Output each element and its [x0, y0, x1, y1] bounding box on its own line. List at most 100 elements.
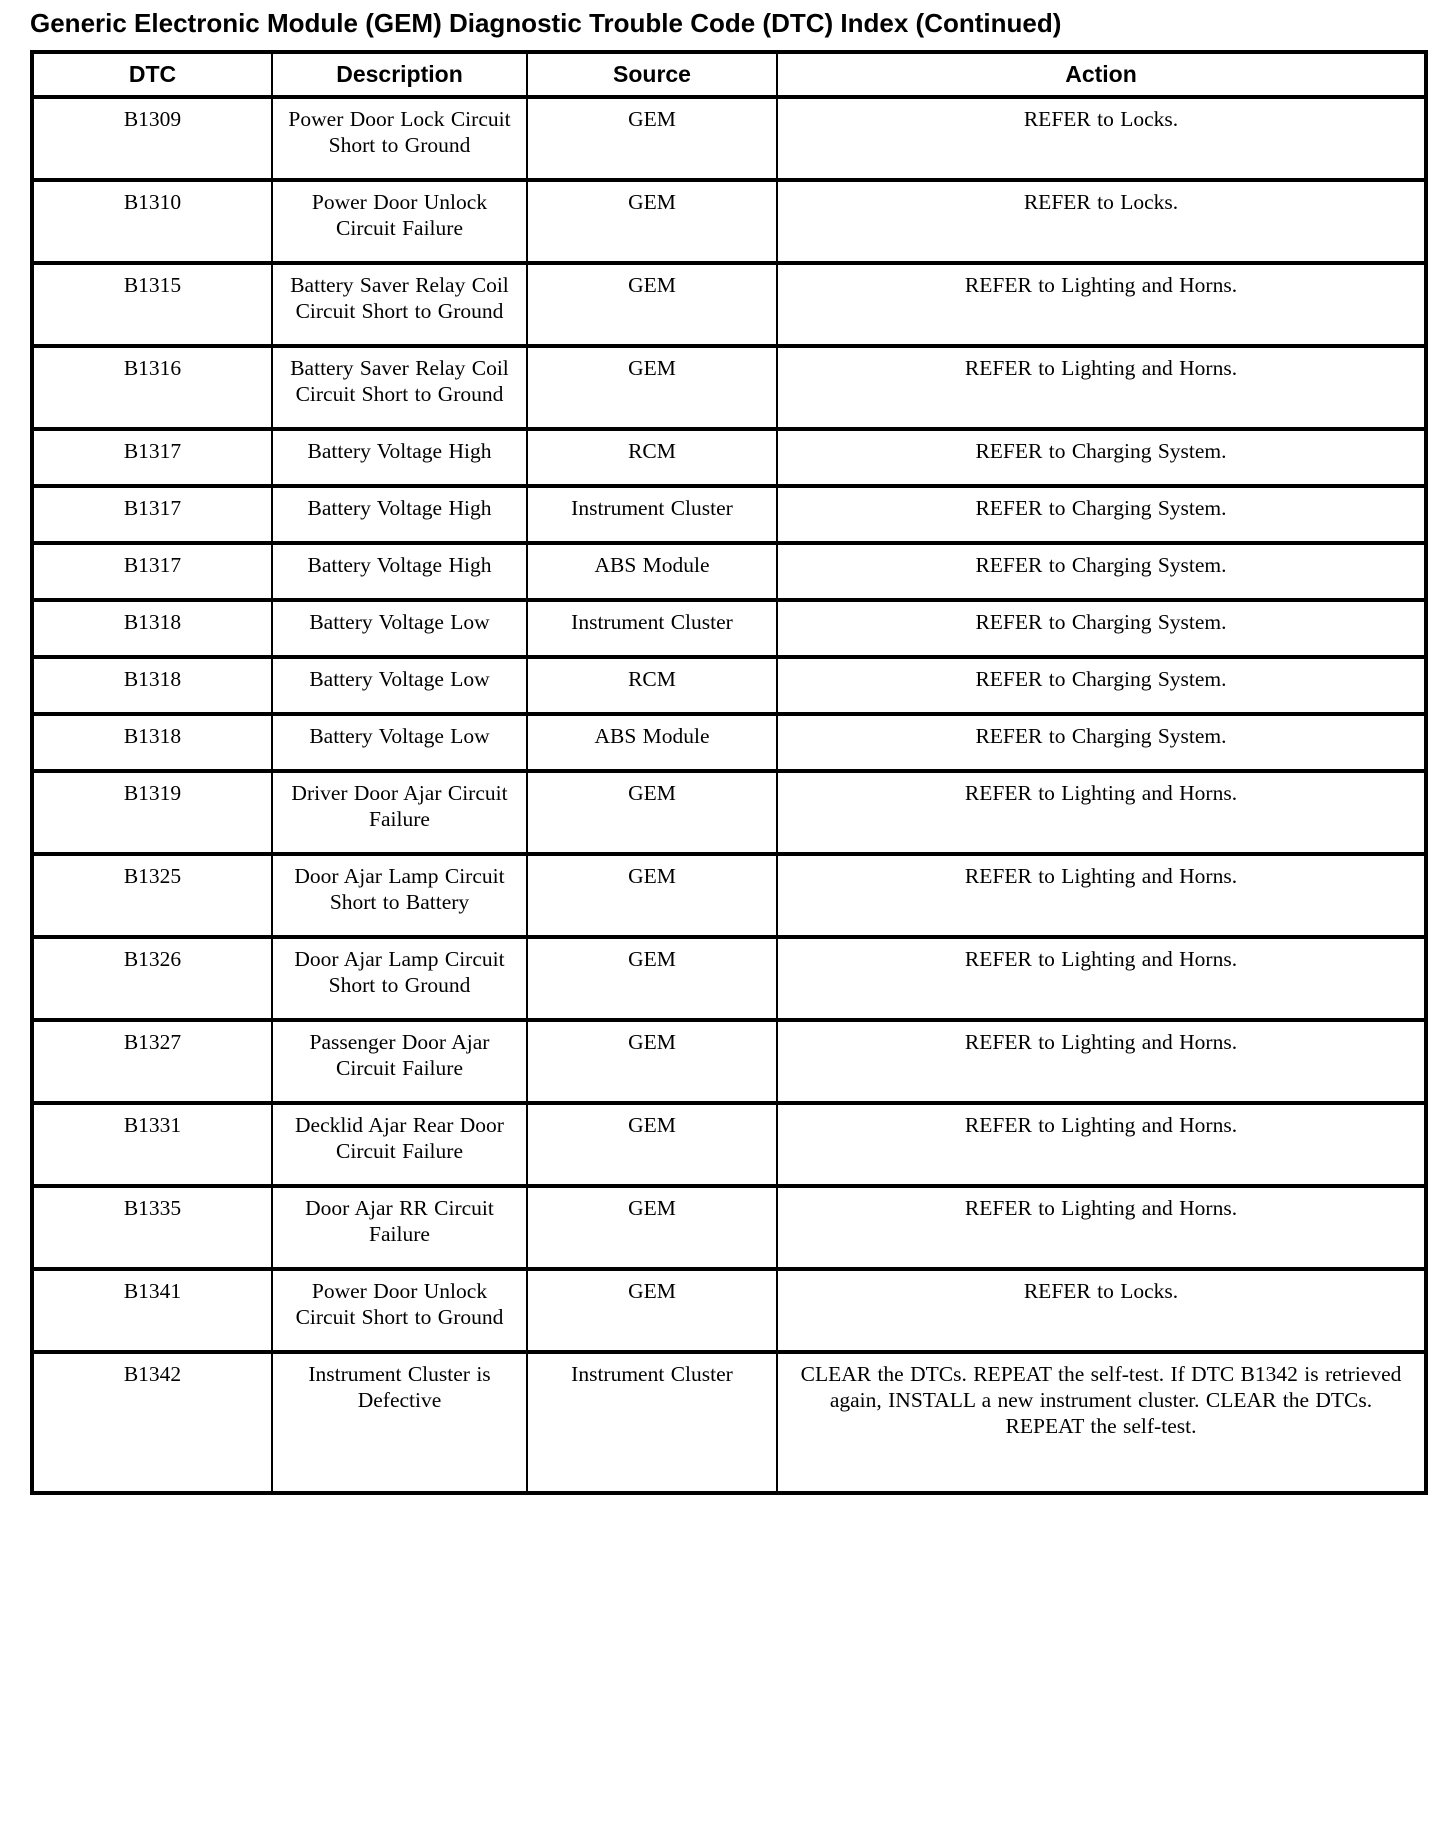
table-row: B1325 Door Ajar Lamp Circuit Short to Bat…	[31, 852, 1427, 939]
description-cell: Instrument Cluster is Defective	[271, 1350, 528, 1495]
table-row: B1315 Battery Saver Relay Coil Circuit Sh…	[31, 261, 1427, 348]
dtc-cell: B1327	[31, 1018, 273, 1105]
table-row: B1342 Instrument Cluster is Defective Inst…	[31, 1350, 1427, 1495]
description-cell: Battery Saver Relay Coil Circuit Short t…	[271, 261, 528, 348]
table-row: B1317 Battery Voltage High Instrument Clus…	[31, 484, 1427, 545]
source-cell: GEM	[526, 1101, 778, 1188]
dtc-cell: B1325	[31, 852, 273, 939]
table-row: B1310 Power Door Unlock Circuit Failure GE…	[31, 178, 1427, 265]
dtc-cell: B1318	[31, 655, 273, 716]
source-cell: Instrument Cluster	[526, 484, 778, 545]
dtc-cell: B1316	[31, 344, 273, 431]
description-cell: Decklid Ajar Rear Door Circuit Failure	[271, 1101, 528, 1188]
column-header-dtc: DTC	[31, 52, 273, 99]
action-cell: CLEAR the DTCs. REPEAT the self-test. If…	[776, 1350, 1427, 1495]
source-cell: RCM	[526, 655, 778, 716]
source-cell: GEM	[526, 178, 778, 265]
source-cell: ABS Module	[526, 541, 778, 602]
source-cell: Instrument Cluster	[526, 1350, 778, 1495]
source-cell: RCM	[526, 427, 778, 488]
table-row: B1316 Battery Saver Relay Coil Circuit Sh…	[31, 344, 1427, 431]
action-cell: REFER to Lighting and Horns.	[776, 1184, 1427, 1271]
table-row: B1327 Passenger Door Ajar Circuit Failure…	[31, 1018, 1427, 1105]
table-row: B1317 Battery Voltage High ABS Module REFER…	[31, 541, 1427, 602]
dtc-cell: B1342	[31, 1350, 273, 1495]
action-cell: REFER to Charging System.	[776, 655, 1427, 716]
description-cell: Battery Voltage High	[271, 541, 528, 602]
dtc-cell: B1310	[31, 178, 273, 265]
table-row: B1318 Battery Voltage Low Instrument Clust…	[31, 598, 1427, 659]
dtc-cell: B1318	[31, 598, 273, 659]
description-cell: Battery Voltage High	[271, 427, 528, 488]
table-row: B1335 Door Ajar RR Circuit Failure GEM REFE…	[31, 1184, 1427, 1271]
dtc-cell: B1341	[31, 1267, 273, 1354]
dtc-cell: B1317	[31, 427, 273, 488]
source-cell: GEM	[526, 1267, 778, 1354]
table-row: B1326 Door Ajar Lamp Circuit Short to Gro…	[31, 935, 1427, 1022]
description-cell: Battery Voltage High	[271, 484, 528, 545]
description-cell: Battery Voltage Low	[271, 655, 528, 716]
description-cell: Battery Saver Relay Coil Circuit Short t…	[271, 344, 528, 431]
source-cell: GEM	[526, 769, 778, 856]
action-cell: REFER to Charging System.	[776, 598, 1427, 659]
table-row: B1318 Battery Voltage Low ABS Module REFER …	[31, 712, 1427, 773]
column-header-description: Description	[271, 52, 528, 99]
description-cell: Driver Door Ajar Circuit Failure	[271, 769, 528, 856]
source-cell: Instrument Cluster	[526, 598, 778, 659]
description-cell: Power Door Unlock Circuit Failure	[271, 178, 528, 265]
table-header: DTC Description Source Action	[31, 52, 1427, 99]
table-row: B1318 Battery Voltage Low RCM REFER to Char…	[31, 655, 1427, 716]
dtc-cell: B1318	[31, 712, 273, 773]
source-cell: GEM	[526, 95, 778, 182]
source-cell: GEM	[526, 935, 778, 1022]
dtc-cell: B1315	[31, 261, 273, 348]
page-title: Generic Electronic Module (GEM) Diagnost…	[30, 8, 1062, 38]
source-cell: GEM	[526, 344, 778, 431]
description-cell: Battery Voltage Low	[271, 598, 528, 659]
source-cell: GEM	[526, 261, 778, 348]
table-row: B1341 Power Door Unlock Circuit Short to …	[31, 1267, 1427, 1354]
dtc-cell: B1317	[31, 484, 273, 545]
action-cell: REFER to Lighting and Horns.	[776, 1018, 1427, 1105]
description-cell: Power Door Lock Circuit Short to Ground	[271, 95, 528, 182]
action-cell: REFER to Charging System.	[776, 712, 1427, 773]
description-cell: Battery Voltage Low	[271, 712, 528, 773]
table-row: B1319 Driver Door Ajar Circuit Failure GEM…	[31, 769, 1427, 856]
source-cell: GEM	[526, 852, 778, 939]
action-cell: REFER to Locks.	[776, 95, 1427, 182]
action-cell: REFER to Lighting and Horns.	[776, 1101, 1427, 1188]
action-cell: REFER to Charging System.	[776, 541, 1427, 602]
action-cell: REFER to Lighting and Horns.	[776, 935, 1427, 1022]
action-cell: REFER to Lighting and Horns.	[776, 344, 1427, 431]
header-row: DTC Description Source Action	[31, 52, 1427, 99]
dtc-cell: B1319	[31, 769, 273, 856]
source-cell: GEM	[526, 1184, 778, 1271]
table-row: B1317 Battery Voltage High RCM REFER to Cha…	[31, 427, 1427, 488]
action-cell: REFER to Locks.	[776, 1267, 1427, 1354]
column-header-source: Source	[526, 52, 778, 99]
action-cell: REFER to Charging System.	[776, 484, 1427, 545]
dtc-index-table: DTC Description Source Action B1309 Power…	[30, 50, 1428, 1495]
dtc-cell: B1309	[31, 95, 273, 182]
action-cell: REFER to Lighting and Horns.	[776, 852, 1427, 939]
action-cell: REFER to Charging System.	[776, 427, 1427, 488]
table-body: B1309 Power Door Lock Circuit Short to Gr…	[31, 95, 1427, 1495]
dtc-cell: B1317	[31, 541, 273, 602]
dtc-cell: B1335	[31, 1184, 273, 1271]
dtc-cell: B1331	[31, 1101, 273, 1188]
dtc-cell: B1326	[31, 935, 273, 1022]
action-cell: REFER to Locks.	[776, 178, 1427, 265]
table-row: B1309 Power Door Lock Circuit Short to Gr…	[31, 95, 1427, 182]
action-cell: REFER to Lighting and Horns.	[776, 769, 1427, 856]
table-row: B1331 Decklid Ajar Rear Door Circuit Fail…	[31, 1101, 1427, 1188]
description-cell: Power Door Unlock Circuit Short to Groun…	[271, 1267, 528, 1354]
description-cell: Door Ajar RR Circuit Failure	[271, 1184, 528, 1271]
source-cell: GEM	[526, 1018, 778, 1105]
action-cell: REFER to Lighting and Horns.	[776, 261, 1427, 348]
column-header-action: Action	[776, 52, 1427, 99]
description-cell: Door Ajar Lamp Circuit Short to Battery	[271, 852, 528, 939]
source-cell: ABS Module	[526, 712, 778, 773]
description-cell: Door Ajar Lamp Circuit Short to Ground	[271, 935, 528, 1022]
description-cell: Passenger Door Ajar Circuit Failure	[271, 1018, 528, 1105]
